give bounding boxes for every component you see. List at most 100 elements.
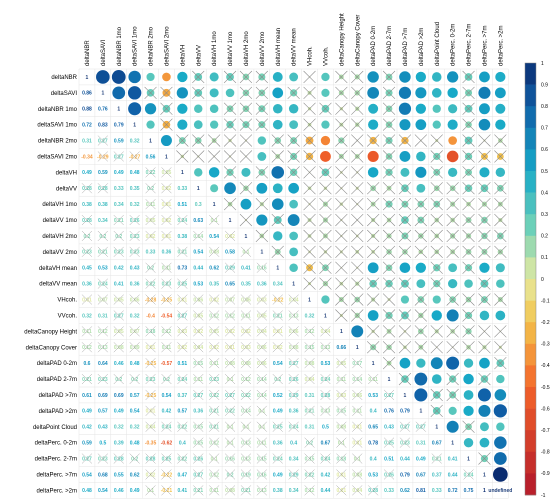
correlation-value: 0.24: [464, 472, 474, 478]
correlation-value: 1: [435, 425, 438, 431]
column-label: deltaSAVI: [101, 39, 107, 66]
correlation-value: 0.32: [130, 202, 140, 208]
insignificant-cross: [303, 86, 316, 100]
correlation-value: 0.27: [289, 361, 299, 367]
insignificant-cross: [335, 245, 348, 259]
column-label: deltaNBR 2mo: [149, 26, 155, 66]
insignificant-cross: [382, 213, 396, 227]
correlation-value: 0.03: [336, 393, 346, 399]
correlation-value: 0.88: [82, 107, 92, 113]
insignificant-cross: [177, 214, 188, 226]
insignificant-cross: [255, 86, 269, 100]
correlation-circle: [415, 87, 427, 99]
insignificant-cross: [177, 294, 188, 305]
insignificant-cross: [224, 294, 236, 305]
insignificant-cross: [382, 277, 396, 290]
correlation-circle: [479, 262, 490, 273]
correlation-value: 0.32: [130, 138, 140, 144]
insignificant-cross: [431, 453, 442, 464]
correlation-value: 0.79: [114, 122, 124, 128]
correlation-circle: [367, 86, 380, 99]
correlation-value: 0.43: [98, 425, 108, 431]
insignificant-cross: [287, 86, 300, 100]
correlation-value: -0.54: [161, 313, 173, 319]
insignificant-cross: [193, 294, 204, 305]
correlation-circle: [463, 373, 474, 385]
correlation-value: 1: [197, 186, 200, 192]
correlation-value: 0.15: [305, 345, 315, 351]
insignificant-cross: [335, 309, 348, 322]
insignificant-cross: [209, 389, 220, 401]
insignificant-cross: [255, 70, 269, 84]
correlation-circle: [479, 167, 490, 178]
insignificant-cross: [478, 213, 491, 227]
insignificant-cross: [145, 389, 156, 401]
correlation-value: 0.43: [130, 266, 140, 272]
insignificant-cross: [320, 389, 331, 401]
insignificant-cross: [161, 294, 172, 305]
correlation-value: 0.49: [130, 488, 140, 494]
insignificant-cross: [335, 213, 348, 227]
correlation-value: 0.46: [114, 488, 124, 494]
insignificant-cross: [97, 135, 108, 146]
correlation-circle: [493, 404, 507, 418]
insignificant-cross: [97, 373, 108, 385]
insignificant-cross: [462, 197, 475, 211]
correlation-value: 0.34: [98, 218, 108, 224]
correlation-value: 0.06: [289, 329, 299, 335]
insignificant-cross: [398, 341, 412, 354]
correlation-value: 0.02: [241, 329, 251, 335]
insignificant-cross: [193, 485, 204, 496]
insignificant-cross: [240, 389, 252, 401]
insignificant-cross: [113, 151, 124, 162]
correlation-value: 0.48: [130, 440, 140, 446]
correlation-value: 0.57: [177, 409, 187, 415]
insignificant-cross: [129, 214, 140, 226]
insignificant-cross: [256, 421, 267, 432]
correlation-circle: [193, 120, 203, 129]
insignificant-cross: [209, 214, 220, 226]
insignificant-cross: [320, 453, 331, 464]
correlation-value: -0.21: [161, 488, 173, 494]
insignificant-cross: [224, 453, 236, 464]
insignificant-cross: [382, 70, 396, 84]
correlation-value: 0.53: [368, 393, 378, 399]
correlation-value: -0.22: [272, 297, 284, 303]
correlation-circle: [400, 295, 410, 304]
colorbar-tick-label: 0.2: [541, 234, 548, 240]
correlation-value: 0.31: [305, 393, 315, 399]
insignificant-cross: [209, 421, 220, 432]
row-label: deltaVV: [56, 186, 77, 192]
insignificant-cross: [430, 166, 443, 179]
correlation-value: 0.01: [352, 440, 362, 446]
insignificant-cross: [177, 310, 188, 321]
correlation-value: 0.23: [130, 250, 140, 256]
correlation-value: 0.21: [82, 377, 92, 383]
insignificant-cross: [462, 102, 475, 115]
correlation-value: -0.4: [146, 313, 155, 319]
correlation-circle: [257, 152, 267, 161]
correlation-value: 0.27: [225, 393, 235, 399]
insignificant-cross: [81, 342, 93, 353]
insignificant-cross: [494, 150, 507, 163]
correlation-value: 0.12: [305, 329, 315, 335]
correlation-value: 0.49: [82, 170, 92, 176]
insignificant-cross: [144, 86, 157, 100]
colorbar-segment: [525, 84, 536, 107]
insignificant-cross: [351, 261, 364, 274]
insignificant-cross: [351, 134, 364, 147]
insignificant-cross: [462, 309, 475, 322]
insignificant-cross: [478, 245, 491, 259]
insignificant-cross: [351, 197, 364, 211]
correlation-circle: [399, 262, 411, 274]
insignificant-cross: [462, 245, 475, 259]
insignificant-cross: [446, 245, 459, 259]
insignificant-cross: [352, 437, 363, 448]
colorbar-border: [524, 62, 537, 496]
insignificant-cross: [320, 405, 331, 416]
insignificant-cross: [414, 213, 428, 227]
colorbar-segment: [525, 171, 536, 193]
insignificant-cross: [335, 70, 348, 84]
correlation-value: 0.09: [130, 345, 140, 351]
correlation-value: 0.54: [130, 409, 140, 415]
